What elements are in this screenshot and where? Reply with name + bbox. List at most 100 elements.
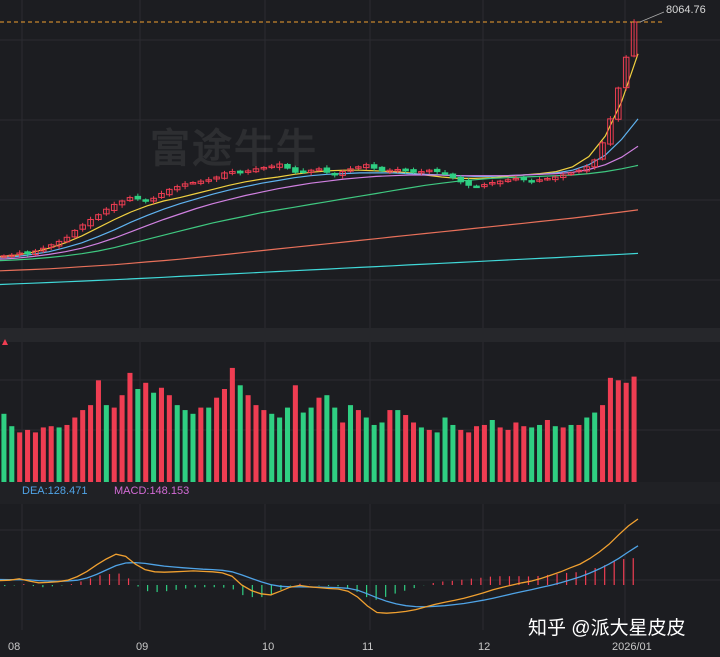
candle xyxy=(95,214,102,220)
panel-divider-2 xyxy=(0,482,720,504)
candle xyxy=(370,164,378,169)
candle xyxy=(47,244,55,248)
volume-bar xyxy=(355,410,361,482)
candlestick-series xyxy=(0,19,638,259)
candle xyxy=(441,172,449,175)
volume-bar xyxy=(80,410,86,482)
volume-bar xyxy=(450,424,456,482)
volume-bar xyxy=(544,420,550,482)
candle xyxy=(363,164,370,169)
volume-bar xyxy=(371,424,377,482)
last-price-label: 8064.76 xyxy=(666,4,706,16)
volume-bar xyxy=(214,397,220,482)
candle xyxy=(520,176,528,181)
volume-bar xyxy=(88,405,94,482)
volume-bar xyxy=(426,429,432,482)
volume-bar xyxy=(552,426,558,482)
candle xyxy=(79,224,86,230)
candle xyxy=(544,177,551,181)
price-panel xyxy=(0,19,639,286)
candle xyxy=(87,218,94,227)
x-tick-label: 11 xyxy=(362,641,373,653)
volume-bar xyxy=(560,427,566,482)
candle xyxy=(181,183,189,187)
volume-bar xyxy=(316,397,322,482)
candle xyxy=(244,170,252,173)
x-tick-label: 12 xyxy=(478,641,490,653)
x-axis: 08 09 10 11 12 2026/01 xyxy=(8,641,652,653)
volume-bar xyxy=(221,389,228,482)
volume-bar xyxy=(458,429,464,482)
macd-panel xyxy=(0,518,639,614)
dea-label: DEA:128.471 xyxy=(22,485,88,497)
candle xyxy=(229,171,236,174)
x-tick-label: 2026/01 xyxy=(612,641,652,653)
volume-bar xyxy=(9,426,15,482)
candle xyxy=(8,254,16,258)
volume-bar xyxy=(284,407,291,482)
volume-bar xyxy=(158,387,164,482)
volume-bar xyxy=(253,405,259,482)
candle xyxy=(118,200,126,206)
x-tick-label: 10 xyxy=(262,641,274,653)
candle xyxy=(457,176,465,183)
volume-bar xyxy=(56,427,62,482)
candle xyxy=(426,169,433,173)
volume-bar xyxy=(32,432,38,482)
macd-label: MACD:148.153 xyxy=(114,485,190,497)
volume-bar xyxy=(135,389,141,482)
candle xyxy=(189,182,197,185)
moving-average-lines xyxy=(0,53,639,286)
volume-bar xyxy=(245,395,251,482)
candle xyxy=(40,247,47,252)
volume-bar xyxy=(615,380,621,482)
candle xyxy=(331,172,339,176)
volume-bar xyxy=(363,417,369,482)
ma-line-4 xyxy=(0,164,639,262)
candle xyxy=(0,255,8,258)
candle xyxy=(63,236,71,243)
volume-bar xyxy=(17,432,23,482)
candle xyxy=(110,203,118,211)
volume-bar xyxy=(395,410,401,482)
volume-bar xyxy=(25,429,31,482)
candle xyxy=(496,180,504,185)
volume-bar xyxy=(481,424,487,482)
candle xyxy=(528,180,535,183)
volume-bar xyxy=(269,413,275,482)
candle xyxy=(166,188,173,196)
candle xyxy=(591,159,598,168)
volume-bar xyxy=(166,395,172,482)
candle xyxy=(465,180,472,186)
candle xyxy=(339,171,346,176)
candle xyxy=(615,87,622,120)
volume-bar xyxy=(584,417,590,482)
volume-panel xyxy=(1,367,637,482)
volume-bar xyxy=(505,429,511,482)
dif-line xyxy=(0,518,639,614)
grid-lines xyxy=(0,0,720,630)
candle xyxy=(16,252,23,256)
volume-bar xyxy=(568,424,574,482)
volume-bar xyxy=(607,377,613,482)
candle xyxy=(504,179,512,183)
candle xyxy=(567,172,575,176)
candle xyxy=(433,168,441,173)
candle xyxy=(402,168,409,172)
last-price-pointer xyxy=(639,11,665,23)
candle xyxy=(418,171,425,174)
candle xyxy=(394,169,402,172)
candle xyxy=(134,195,142,200)
volume-bar xyxy=(576,424,582,482)
candle xyxy=(236,170,244,174)
author-credit: 知乎 @派大星皮皮 xyxy=(528,618,686,639)
volume-bar xyxy=(182,410,188,482)
ma-line-5 xyxy=(0,209,639,272)
candle xyxy=(299,170,307,174)
volume-bar xyxy=(410,422,417,482)
volume-bar xyxy=(529,427,535,482)
volume-bar xyxy=(332,407,338,482)
candle xyxy=(630,21,638,57)
candle xyxy=(252,168,260,173)
volume-bar xyxy=(198,407,204,482)
